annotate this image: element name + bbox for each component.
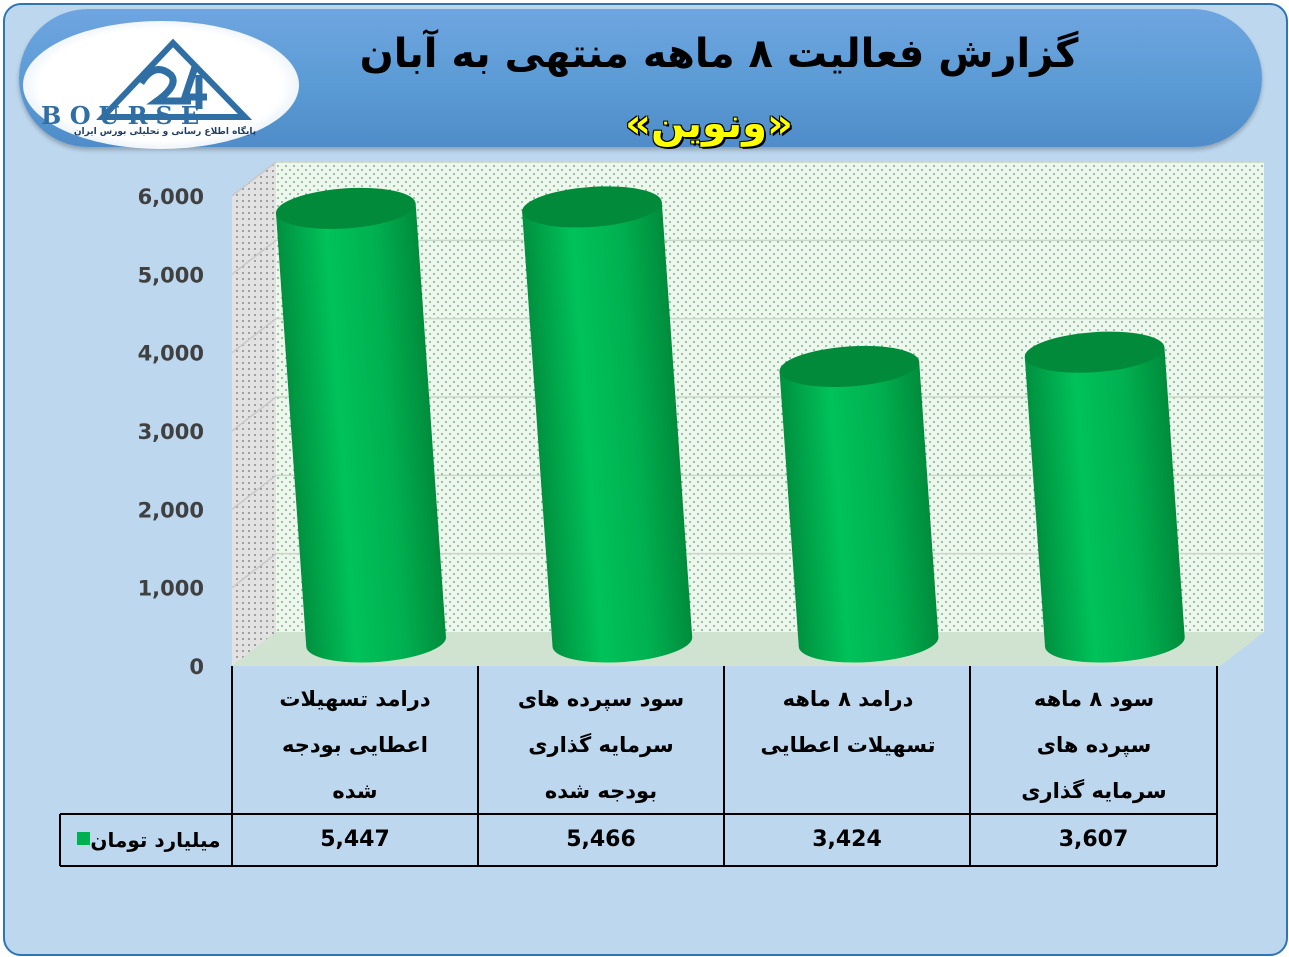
category-label: درامد ۸ ماهه تسهیلات اعطایی xyxy=(760,687,936,757)
floor xyxy=(232,632,1264,666)
data-label: 5,466 xyxy=(566,827,636,852)
gridline-side xyxy=(231,161,277,197)
y-tick-label: 0 xyxy=(189,655,204,679)
y-tick-label: 1,000 xyxy=(138,577,204,601)
bar-body xyxy=(522,202,693,663)
data-table-grid xyxy=(59,666,1218,867)
logo-tagline: پایگاه اطلاع رسانی و تحلیلی بورس ایران xyxy=(73,127,257,137)
gridline-side xyxy=(231,239,277,275)
bar-top xyxy=(779,345,920,387)
logo-name: BOURSE xyxy=(41,101,208,130)
y-tick-label: 6,000 xyxy=(138,185,204,209)
data-label: 3,607 xyxy=(1058,827,1129,852)
data-label: 5,447 xyxy=(320,827,390,852)
bar-body xyxy=(1024,347,1185,663)
legend-entry: میلیارد تومان xyxy=(60,816,232,864)
bourse-logo xyxy=(23,21,299,149)
category-label: سود سپرده های سرمایه گذاری بودجه شده xyxy=(517,687,685,803)
bars xyxy=(275,186,1185,663)
bar-0 xyxy=(275,187,446,663)
logo-mark-icon xyxy=(96,38,253,120)
legend-label: میلیارد تومان xyxy=(90,828,221,852)
legend-color-key xyxy=(77,832,91,845)
chart-title: گزارش فعالیت ۸ ماهه منتهی به آبان xyxy=(359,31,1079,77)
gridline-side xyxy=(231,553,277,589)
bar-top xyxy=(1024,331,1165,373)
y-tick-label: 5,000 xyxy=(138,263,204,287)
category-label: سود ۸ ماهه سپرده های سرمایه گذاری xyxy=(1021,687,1167,803)
category-label: درامد تسهیلات اعطایی بودجه شده xyxy=(279,687,431,803)
chart-subtitle: «ونوین» xyxy=(625,101,793,147)
bar-2 xyxy=(779,345,939,663)
data-label: 3,424 xyxy=(812,827,882,852)
bar-top xyxy=(522,186,662,228)
y-tick-label: 3,000 xyxy=(138,420,204,444)
bar-3 xyxy=(1024,331,1185,663)
bar-body xyxy=(275,203,446,663)
y-axis-ticks: 0 1,000 2,000 3,000 4,000 5,000 6,000 xyxy=(138,185,204,679)
bar-body xyxy=(779,361,939,663)
gridline-side xyxy=(231,396,277,432)
bar-top xyxy=(275,187,416,229)
y-tick-label: 4,000 xyxy=(138,342,204,366)
gridline-side xyxy=(231,474,277,510)
bar-1 xyxy=(522,186,693,663)
gridline-side xyxy=(231,318,277,354)
y-tick-label: 2,000 xyxy=(138,498,204,522)
